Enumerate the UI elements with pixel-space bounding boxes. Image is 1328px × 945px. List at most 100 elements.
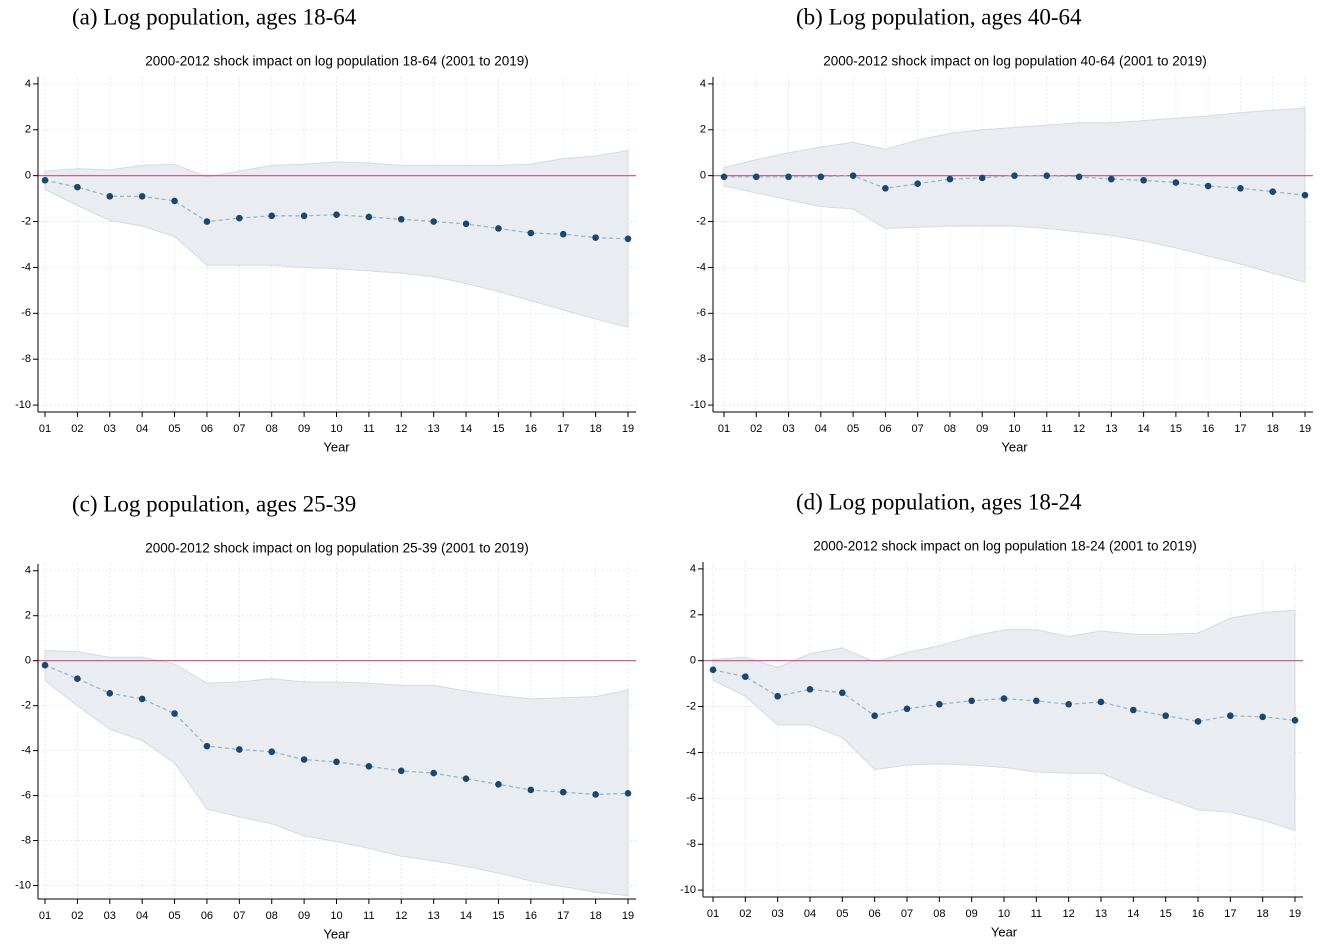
x-tick-label: 14 [460, 910, 472, 922]
estimate-point [709, 666, 717, 674]
y-tick-label: 0 [690, 655, 696, 667]
x-tick-label: 18 [589, 423, 601, 435]
x-tick-label: 04 [804, 908, 816, 920]
estimate-point [624, 790, 632, 797]
x-tick-label: 16 [1202, 423, 1214, 435]
x-tick-label: 18 [589, 910, 601, 922]
estimate-point [300, 756, 308, 763]
estimate-point [430, 769, 437, 777]
estimate-point [41, 176, 49, 184]
estimate-point [1000, 695, 1008, 702]
estimate-point [74, 183, 81, 191]
x-tick-label: 15 [1160, 908, 1172, 920]
estimate-point [397, 767, 405, 775]
x-tick-label: 06 [201, 910, 213, 922]
x-tick-label: 02 [71, 910, 83, 922]
y-tick-label: -2 [696, 215, 706, 227]
x-tick-label: 07 [233, 423, 245, 435]
x-tick-label: 01 [39, 423, 51, 435]
x-tick-label: 16 [525, 423, 537, 435]
y-tick-label: 4 [700, 78, 706, 90]
estimate-point [203, 742, 211, 750]
x-tick-label: 13 [1095, 908, 1107, 920]
y-tick-label: 4 [25, 565, 31, 577]
estimate-point [559, 230, 567, 238]
estimate-point [1194, 718, 1202, 725]
x-tick-label: 09 [966, 908, 978, 920]
estimate-point [624, 235, 632, 243]
estimate-point [300, 212, 308, 220]
estimate-point [849, 172, 857, 179]
x-tick-label: 16 [525, 910, 537, 922]
estimate-point [1011, 172, 1018, 179]
y-tick-label: 2 [690, 609, 696, 621]
x-tick-label: 14 [1137, 423, 1149, 435]
x-tick-label: 12 [1073, 423, 1085, 435]
x-tick-label: 11 [1031, 908, 1042, 920]
x-tick-label: 11 [1041, 423, 1052, 435]
estimate-point [495, 781, 502, 788]
estimate-point [752, 173, 760, 181]
estimate-point [333, 758, 340, 766]
x-tick-label: 02 [71, 423, 83, 435]
y-tick-label: -8 [686, 838, 696, 850]
x-tick-label: 14 [1127, 908, 1139, 920]
x-tick-label: 11 [363, 423, 374, 435]
chart-title: 2000-2012 shock impact on log population… [145, 54, 529, 69]
x-tick-label: 10 [330, 423, 342, 435]
x-tick-label: 01 [39, 910, 51, 922]
x-tick-label: 03 [772, 908, 784, 920]
estimate-point [138, 695, 146, 703]
x-tick-label: 11 [363, 910, 374, 922]
x-tick-label: 03 [104, 910, 116, 922]
estimate-point [559, 788, 567, 796]
estimate-point [397, 215, 405, 223]
x-tick-label: 16 [1192, 908, 1204, 920]
x-tick-label: 09 [298, 423, 310, 435]
estimate-point [236, 214, 243, 222]
estimate-point [817, 173, 825, 181]
x-tick-label: 10 [330, 910, 342, 922]
chart-title: 2000-2012 shock impact on log population… [813, 539, 1197, 554]
estimate-point [268, 748, 276, 756]
estimate-point [462, 775, 470, 783]
x-tick-label: 17 [1234, 423, 1246, 435]
x-tick-label: 05 [847, 423, 859, 435]
x-tick-label: 05 [168, 423, 180, 435]
x-tick-label: 18 [1257, 908, 1269, 920]
x-tick-label: 15 [1170, 423, 1182, 435]
estimate-point [968, 697, 975, 705]
x-tick-label: 06 [869, 908, 881, 920]
estimate-point [106, 193, 114, 200]
confidence-band [723, 107, 1306, 284]
x-tick-label: 04 [136, 423, 148, 435]
x-tick-label: 12 [1063, 908, 1075, 920]
estimate-point [720, 173, 728, 181]
x-tick-label: 15 [492, 423, 504, 435]
estimate-point [1227, 712, 1234, 720]
chart-title: 2000-2012 shock impact on log population… [145, 541, 529, 556]
x-tick-label: 19 [622, 910, 634, 922]
x-tick-label: 19 [1289, 908, 1301, 920]
y-tick-label: 0 [700, 170, 706, 182]
x-tick-label: 19 [622, 423, 634, 435]
x-axis-label: Year [991, 924, 1018, 939]
y-tick-label: 4 [690, 563, 696, 575]
x-tick-label: 10 [1008, 423, 1020, 435]
y-tick-label: -2 [21, 215, 31, 227]
estimate-point [914, 180, 921, 187]
x-tick-label: 09 [976, 423, 988, 435]
confidence-band [712, 609, 1296, 832]
x-tick-label: 13 [428, 423, 440, 435]
x-tick-label: 15 [492, 910, 504, 922]
estimate-point [333, 211, 340, 218]
x-tick-label: 06 [201, 423, 213, 435]
x-tick-label: 08 [933, 908, 945, 920]
x-tick-label: 01 [718, 423, 730, 435]
x-tick-label: 03 [782, 423, 794, 435]
y-tick-label: 4 [25, 78, 31, 90]
x-tick-label: 12 [395, 910, 407, 922]
x-tick-label: 07 [233, 910, 245, 922]
estimate-point [365, 213, 373, 221]
